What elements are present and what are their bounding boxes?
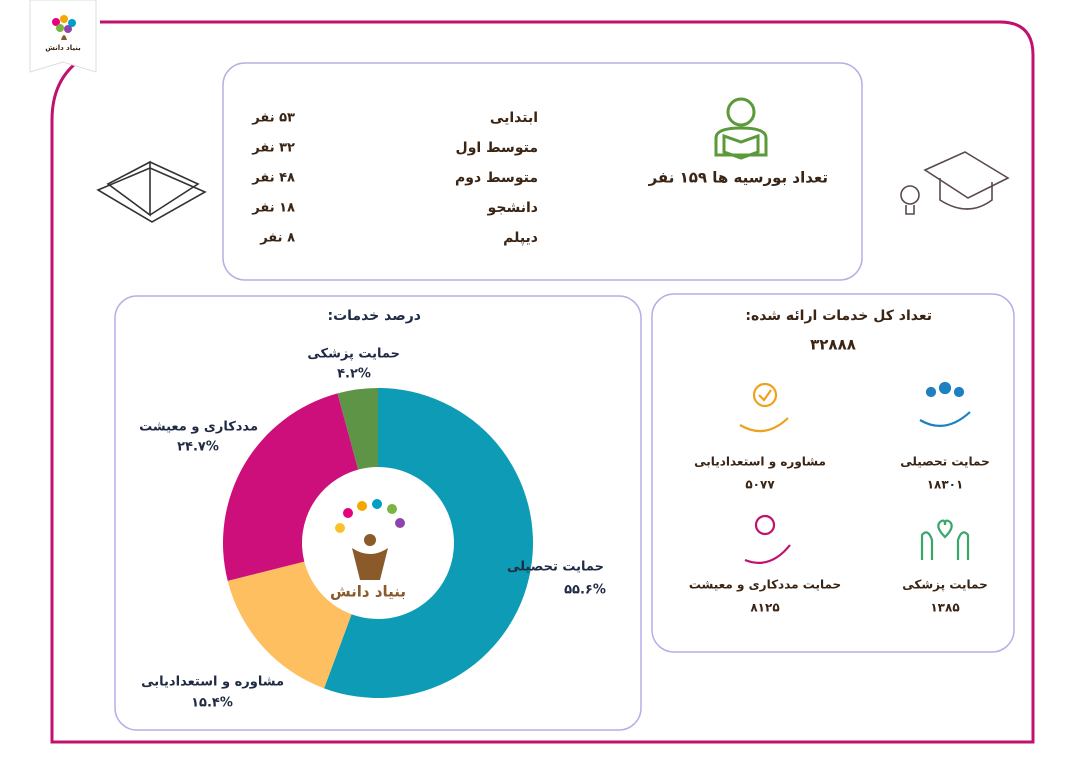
level-count: ۸ نفر [259,231,295,246]
icon-part [919,411,971,428]
logo-leaf [68,19,76,27]
level-count: ۱۸ نفر [251,201,295,216]
bulb-base [905,205,915,215]
level-label: متوسط دوم [455,170,538,186]
logo-leaf [60,15,68,23]
chart-box [114,295,642,731]
chart-title: درصد خدمات: [327,308,421,324]
level-count: ۴۸ نفر [251,171,295,186]
service-name: حمایت مددکاری و معیشت [689,578,841,593]
level-label: دانشجو [487,200,538,216]
logo-leaf [64,25,72,33]
bulb [900,185,920,205]
logo-leaf [372,499,382,509]
book-page [106,160,151,217]
level-label: متوسط اول [456,140,538,156]
level-count: ۳۲ نفر [251,141,295,156]
reader-icon [714,97,768,160]
service-count: ۱۳۸۵ [930,601,959,615]
cap-base [939,178,993,210]
slice-value: ۵۵.۶% [564,583,606,598]
services-total: ۳۲۸۸۸ [810,336,856,354]
donut-slice [223,393,359,581]
frame [50,20,1035,744]
slice-name: مشاوره و استعدادیابی [141,675,284,690]
center-logo [335,499,405,580]
icon-counsel [739,382,789,433]
service-count: ۸۱۲۵ [750,601,779,615]
logo-leaf [343,508,353,518]
services-title: تعداد کل خدمات ارائه شده: [745,308,932,324]
logo-text: بنیاد دانش [45,44,81,52]
icon-part [937,519,953,539]
icon-education [919,381,971,428]
slice-name: حمایت تحصیلی [507,560,604,575]
books-icon [96,160,207,223]
donut [223,388,534,698]
logo-leaf [357,501,367,511]
slice-value: ۴.۲% [337,367,371,382]
icon-part [920,531,970,560]
icon-social [744,514,791,564]
logo-leaf [387,504,397,514]
cap-top [923,151,1010,199]
logo-leaf [56,24,64,32]
logo: بنیاد دانش [29,0,97,73]
level-label: ابتدایی [490,110,538,126]
level-label: دیپلم [503,230,538,246]
logo-head [364,534,376,546]
icon-medical [920,519,970,560]
logo-trunk [352,548,388,580]
chart-labels: حمایت تحصیلی ۵۵.۶% مشاوره و استعدادیابی ۱۵.… [139,347,606,711]
service-count: ۱۸۳۰۱ [927,478,964,492]
book-page [149,161,200,216]
center-label: بنیاد دانش [330,583,406,601]
donut-slice [324,388,534,698]
scholars-box [222,62,863,281]
scholars-title: تعداد بورسیه ها ۱۵۹ نفر [648,169,828,187]
reader-head [726,97,756,127]
icon-part [758,389,772,402]
services-box [651,293,1015,653]
logo-leaf [395,518,405,528]
scholars-rows: ابتدایی ۵۳ نفر متوسط اول ۳۲ نفر متوسط دوم ۴۸ … [251,110,538,246]
donut-slice [337,388,378,470]
logo-leaf [335,523,345,533]
logo-leaf [52,18,60,26]
service-name: مشاوره و استعدادیابی [694,455,826,470]
service-count: ۵۰۷۷ [745,478,775,492]
icon-part [754,514,776,536]
level-count: ۵۳ نفر [251,111,295,126]
book-shape [96,167,207,223]
slice-name: مددکاری و معیشت [139,420,258,435]
service-items: حمایت تحصیلی ۱۸۳۰۱ مشاوره و استعدادیابی ۵۰۷… [689,455,990,615]
icon-part [752,382,778,408]
cap-icon [900,151,1010,215]
service-name: حمایت پزشکی [902,578,987,592]
icon-part [744,544,791,564]
logo-trunk [61,35,67,40]
icon-part [739,417,789,433]
reader-book [722,133,760,160]
service-icons [739,381,971,564]
slice-value: ۲۴.۷% [177,440,219,455]
slice-name: حمایت پزشکی [307,347,400,362]
icon-part [938,381,952,395]
icon-part [925,386,937,398]
reader-body [714,126,768,157]
donut-slice [227,561,352,689]
service-name: حمایت تحصیلی [900,455,990,469]
slice-value: ۱۵.۴% [191,696,233,711]
icon-part [953,386,965,398]
